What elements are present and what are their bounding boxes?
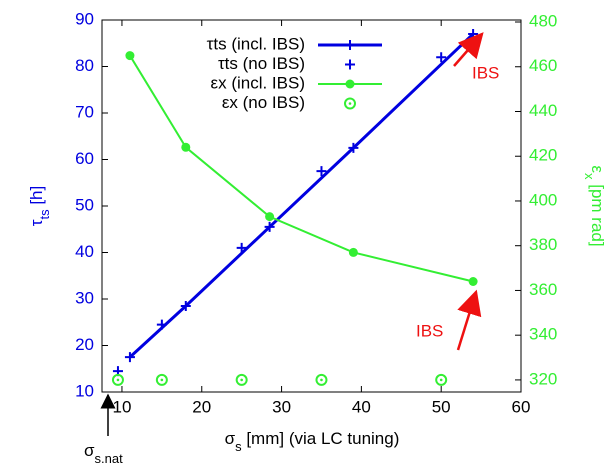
annotation: IBS bbox=[472, 63, 499, 82]
point-center bbox=[439, 378, 443, 382]
annotation-part: σ bbox=[84, 441, 95, 460]
y-tick-label: 60 bbox=[75, 149, 94, 168]
point bbox=[348, 247, 358, 257]
x-tick-label: 10 bbox=[112, 397, 131, 416]
x-tick-label: 20 bbox=[192, 397, 211, 416]
x-tick-label: 50 bbox=[432, 397, 451, 416]
y2-axis-label: εx [pm rad] bbox=[582, 165, 606, 246]
point-ring bbox=[111, 373, 124, 386]
point bbox=[155, 373, 168, 386]
plot-frame bbox=[101, 19, 522, 393]
x-tick-label: 40 bbox=[352, 397, 371, 416]
point-center bbox=[240, 378, 243, 382]
point bbox=[468, 276, 478, 286]
y2-axis-label-part: [pm rad] bbox=[588, 180, 607, 247]
point-ring bbox=[344, 97, 356, 110]
annotation-arrow bbox=[456, 289, 482, 351]
point bbox=[436, 52, 447, 63]
y-tick-label: 80 bbox=[75, 56, 94, 75]
legend-marker bbox=[345, 59, 355, 70]
y2-axis-label-part: ε bbox=[588, 165, 607, 173]
legend-marker bbox=[344, 97, 356, 110]
point bbox=[265, 212, 275, 222]
point-ring bbox=[155, 373, 168, 386]
annotation: σs.nat bbox=[84, 441, 123, 465]
y-axis-label-part: ts bbox=[37, 209, 52, 220]
point-center bbox=[160, 378, 164, 382]
y2-tick-label: 360 bbox=[529, 280, 557, 299]
y2-tick-label: 480 bbox=[529, 11, 557, 30]
y2-tick-label: 380 bbox=[529, 235, 557, 254]
x-axis-label-part: σ bbox=[225, 429, 236, 448]
x-axis-label-part: s bbox=[235, 439, 242, 454]
point bbox=[180, 300, 191, 311]
y-tick-label: 10 bbox=[75, 381, 94, 400]
point bbox=[236, 242, 247, 253]
y-tick-label: 70 bbox=[75, 102, 94, 121]
legend-marker bbox=[345, 40, 355, 50]
y-tick-label: 50 bbox=[75, 195, 94, 214]
point bbox=[181, 142, 191, 152]
point-ring bbox=[435, 373, 448, 386]
point-center bbox=[348, 102, 352, 105]
legend-label: τts (no IBS) bbox=[218, 54, 305, 73]
point bbox=[348, 142, 359, 153]
x-axis-label: σs [mm] (via LC tuning) bbox=[225, 429, 400, 453]
y-tick-label: 90 bbox=[75, 9, 94, 28]
point-center bbox=[116, 378, 120, 382]
annotation: IBS bbox=[416, 321, 443, 340]
point bbox=[435, 373, 448, 386]
y-tick-label: 30 bbox=[75, 288, 94, 307]
legend-label: τts (incl. IBS) bbox=[207, 34, 305, 53]
point-center bbox=[320, 378, 323, 382]
point bbox=[235, 373, 248, 386]
y2-tick-label: 440 bbox=[529, 101, 557, 120]
x-axis-label-part: [mm] (via LC tuning) bbox=[242, 429, 400, 448]
point bbox=[316, 166, 327, 177]
legend-marker bbox=[345, 79, 355, 89]
annotation-arrow bbox=[453, 32, 484, 67]
point bbox=[156, 319, 167, 330]
y2-tick-label: 320 bbox=[529, 369, 557, 388]
legend-label: εx (no IBS) bbox=[222, 93, 305, 112]
point bbox=[111, 373, 124, 386]
y-tick-label: 40 bbox=[75, 242, 94, 261]
point bbox=[315, 373, 328, 386]
legend-label: εx (incl. IBS) bbox=[211, 73, 305, 92]
y-axis-label: τts [h] bbox=[27, 186, 51, 226]
y2-tick-label: 340 bbox=[529, 325, 557, 344]
y2-tick-label: 400 bbox=[529, 190, 557, 209]
y2-tick-label: 420 bbox=[529, 146, 557, 165]
x-tick-label: 60 bbox=[512, 397, 531, 416]
y-axis-label-part: [h] bbox=[27, 186, 46, 210]
point bbox=[125, 51, 135, 61]
annotation-part: s.nat bbox=[95, 451, 124, 466]
point bbox=[124, 352, 135, 363]
y-axis-label-part: τ bbox=[27, 219, 46, 226]
x-tick-label: 30 bbox=[272, 397, 291, 416]
point bbox=[264, 221, 275, 232]
point-ring bbox=[315, 373, 328, 386]
y2-axis-label-part: x bbox=[582, 173, 597, 180]
y-tick-label: 20 bbox=[75, 335, 94, 354]
y2-tick-label: 460 bbox=[529, 56, 557, 75]
point-ring bbox=[235, 373, 248, 386]
